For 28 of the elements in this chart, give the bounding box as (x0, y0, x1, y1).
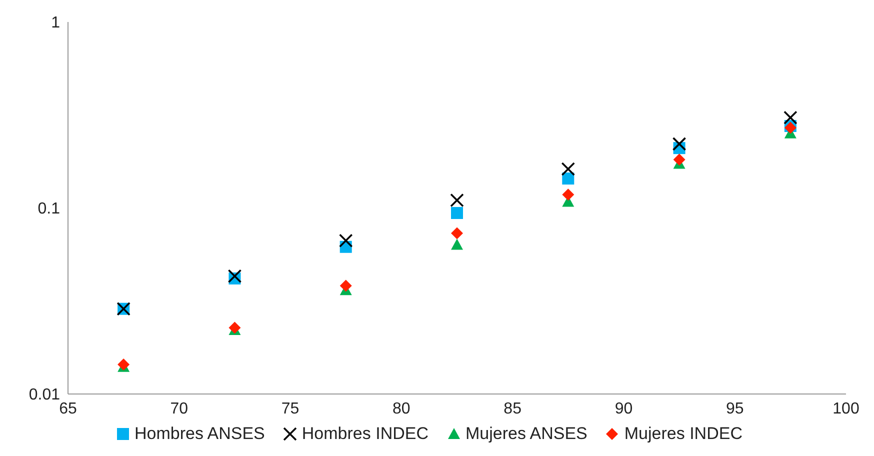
x-tick-label: 95 (726, 400, 744, 418)
legend-label: Hombres ANSES (134, 424, 265, 444)
y-tick-label: 0.1 (38, 200, 60, 218)
point (672, 137, 686, 151)
x-tick-label: 80 (392, 400, 410, 418)
point (451, 238, 463, 250)
legend-label: Mujeres INDEC (623, 424, 742, 444)
point (228, 269, 242, 284)
x-tick-label: 100 (832, 400, 860, 418)
legend-label: Mujeres ANSES (464, 424, 588, 444)
x-tick-label: 65 (59, 400, 77, 418)
x-tick-label: 70 (170, 400, 188, 418)
point (451, 207, 463, 219)
point (673, 154, 686, 166)
x-tick-label: 85 (504, 400, 522, 418)
point (450, 193, 464, 208)
x-tick-label: 90 (614, 400, 633, 418)
y-tick-label: 1 (51, 14, 60, 32)
x-tick-label: 75 (281, 400, 300, 418)
point (562, 188, 574, 201)
point (451, 227, 463, 240)
point (784, 110, 798, 125)
point (338, 234, 353, 248)
legend-label: Hombres INDEC (300, 424, 428, 444)
point (562, 172, 574, 185)
y-tick-label: 0.01 (28, 386, 60, 404)
point (340, 280, 352, 292)
point (561, 162, 576, 176)
